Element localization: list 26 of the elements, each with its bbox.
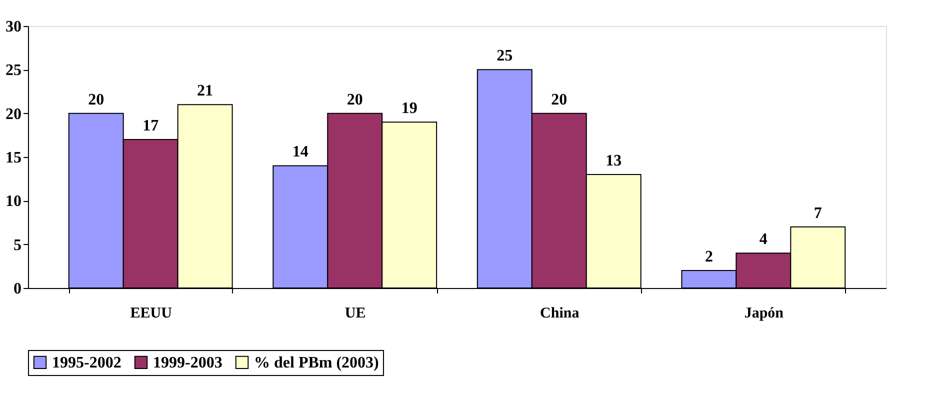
y-tick-label: 25 [6, 62, 22, 80]
y-tick-label: 30 [6, 18, 22, 36]
data-label: 20 [346, 91, 363, 108]
y-tick-label: 15 [6, 150, 22, 166]
y-tick-label: 10 [6, 193, 22, 210]
x-tick-label: EEUU [130, 306, 172, 322]
data-label: 2 [704, 248, 713, 266]
data-label: 25 [496, 48, 513, 65]
y-tick-label: 20 [6, 106, 22, 123]
data-label: 19 [401, 100, 418, 118]
legend-label: 1999-2003 [153, 354, 222, 372]
data-label: 13 [606, 152, 622, 170]
x-tick-label: UE [344, 306, 366, 322]
legend-label: 1995-2002 [52, 354, 122, 372]
legend-label: % del PBm (2003) [254, 354, 379, 372]
data-label: 20 [88, 91, 104, 108]
data-label: 4 [759, 231, 768, 248]
data-label: 21 [197, 82, 214, 100]
data-label: 7 [814, 204, 822, 222]
x-tick-label: Japón [744, 306, 784, 322]
x-tick-label: China [540, 306, 580, 322]
data-label: 17 [142, 118, 159, 135]
data-label: 14 [292, 144, 308, 161]
y-tick-label: 0 [14, 280, 22, 298]
data-label: 20 [551, 91, 568, 108]
y-tick-label: 5 [14, 236, 22, 254]
